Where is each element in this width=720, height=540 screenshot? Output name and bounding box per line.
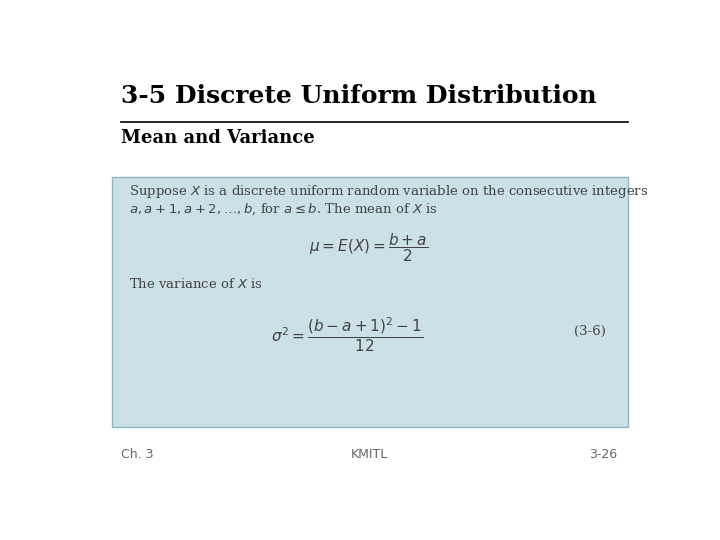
Text: Ch. 3: Ch. 3 bbox=[121, 448, 153, 461]
Text: 3-26: 3-26 bbox=[589, 448, 617, 461]
Text: The variance of $X$ is: The variance of $X$ is bbox=[129, 277, 263, 291]
Text: $a, a + 1, a + 2, \ldots, b$, for $a \leq b$. The mean of $X$ is: $a, a + 1, a + 2, \ldots, b$, for $a \le… bbox=[129, 201, 438, 217]
Text: $\sigma^2 = \dfrac{(b - a + 1)^2 - 1}{12}$: $\sigma^2 = \dfrac{(b - a + 1)^2 - 1}{12… bbox=[271, 315, 423, 354]
FancyBboxPatch shape bbox=[112, 177, 628, 427]
Text: $\mu = E(X) = \dfrac{b + a}{2}$: $\mu = E(X) = \dfrac{b + a}{2}$ bbox=[310, 231, 428, 264]
Text: KMITL: KMITL bbox=[351, 448, 387, 461]
Text: (3-6): (3-6) bbox=[575, 325, 606, 338]
Text: Suppose $X$ is a discrete uniform random variable on the consecutive integers: Suppose $X$ is a discrete uniform random… bbox=[129, 183, 649, 200]
Text: 3-5 Discrete Uniform Distribution: 3-5 Discrete Uniform Distribution bbox=[121, 84, 596, 107]
Text: Mean and Variance: Mean and Variance bbox=[121, 129, 315, 147]
